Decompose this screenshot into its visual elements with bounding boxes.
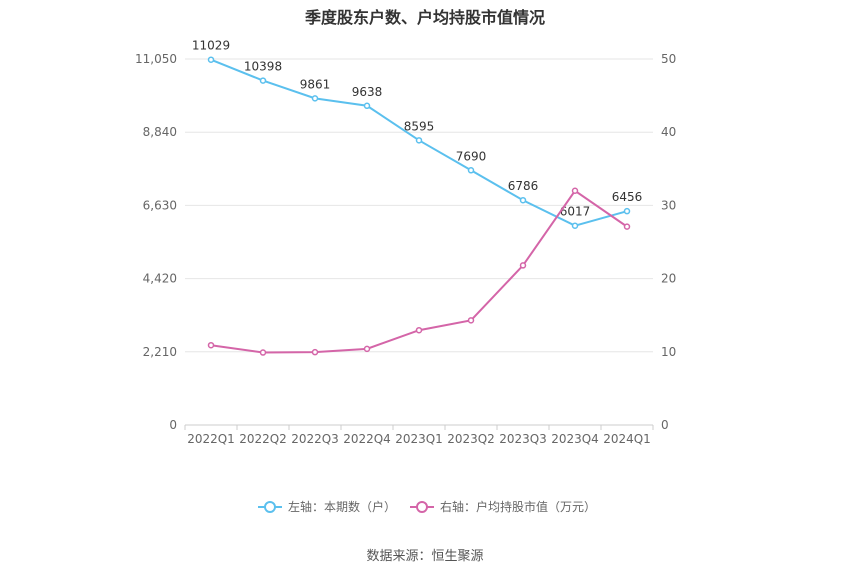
series-2-point: [259, 349, 267, 356]
legend-label: 右轴：户均持股市值（万元）: [440, 499, 596, 514]
series-2-point: [519, 262, 527, 269]
x-axis-tick-label: 2023Q2: [447, 432, 495, 446]
right-axis-tick-label: 20: [661, 272, 676, 286]
x-axis-tick-label: 2023Q1: [395, 432, 443, 446]
left-axis-tick-label: 6,630: [143, 198, 177, 212]
x-axis-tick-label: 2022Q3: [291, 432, 339, 446]
series-1-point: [363, 102, 371, 110]
right-axis-tick-label: 0: [661, 418, 669, 432]
series-2-point: [415, 326, 423, 334]
series-1-point: [311, 95, 319, 102]
x-axis-tick-label: 2023Q4: [551, 432, 599, 446]
x-axis-tick-label: 2024Q1: [603, 432, 651, 446]
data-label: 9638: [352, 85, 383, 99]
series-2-point: [363, 345, 371, 353]
left-axis-tick-label: 4,420: [143, 272, 177, 286]
chart-title: 季度股东户数、户均持股市值情况: [304, 8, 545, 27]
left-axis-tick-label: 0: [169, 418, 177, 432]
left-axis-tick-label: 11,050: [135, 52, 177, 66]
x-axis-tick-label: 2023Q3: [499, 432, 547, 446]
series-1-point: [259, 77, 267, 84]
right-axis-tick-label: 50: [661, 52, 676, 66]
data-source: 数据来源：恒生聚源: [366, 549, 484, 564]
left-axis-tick-label: 2,210: [143, 345, 177, 359]
series-1-point: [467, 167, 475, 174]
right-axis-tick-label: 30: [661, 198, 676, 212]
legend-label: 左轴：本期数（户）: [288, 499, 396, 514]
data-label: 6456: [612, 190, 643, 204]
data-label: 8595: [404, 119, 435, 133]
data-label: 9861: [300, 77, 331, 91]
series-1-point: [519, 196, 527, 204]
series-1-point: [623, 207, 631, 215]
left-axis-tick-label: 8,840: [143, 125, 177, 139]
series-2-point: [623, 223, 631, 230]
series-2-point: [571, 187, 579, 195]
series-1-point: [415, 137, 423, 144]
series-2-point: [207, 341, 215, 349]
data-label: 11029: [192, 39, 230, 53]
right-axis-tick-label: 10: [661, 345, 676, 359]
data-label: 10398: [244, 60, 282, 74]
series-2-point: [311, 348, 319, 356]
series-2-point: [467, 317, 475, 324]
x-axis-tick-label: 2022Q1: [187, 432, 235, 446]
x-axis-tick-label: 2022Q4: [343, 432, 391, 446]
series-1-point: [207, 56, 215, 63]
right-axis-tick-label: 40: [661, 125, 676, 139]
x-axis-tick-label: 2022Q2: [239, 432, 287, 446]
series-1-point: [571, 222, 579, 229]
legend-marker: [264, 501, 276, 513]
data-label: 6786: [508, 179, 539, 193]
legend-marker: [416, 501, 428, 513]
data-label: 6017: [560, 205, 591, 219]
data-label: 7690: [456, 149, 487, 163]
